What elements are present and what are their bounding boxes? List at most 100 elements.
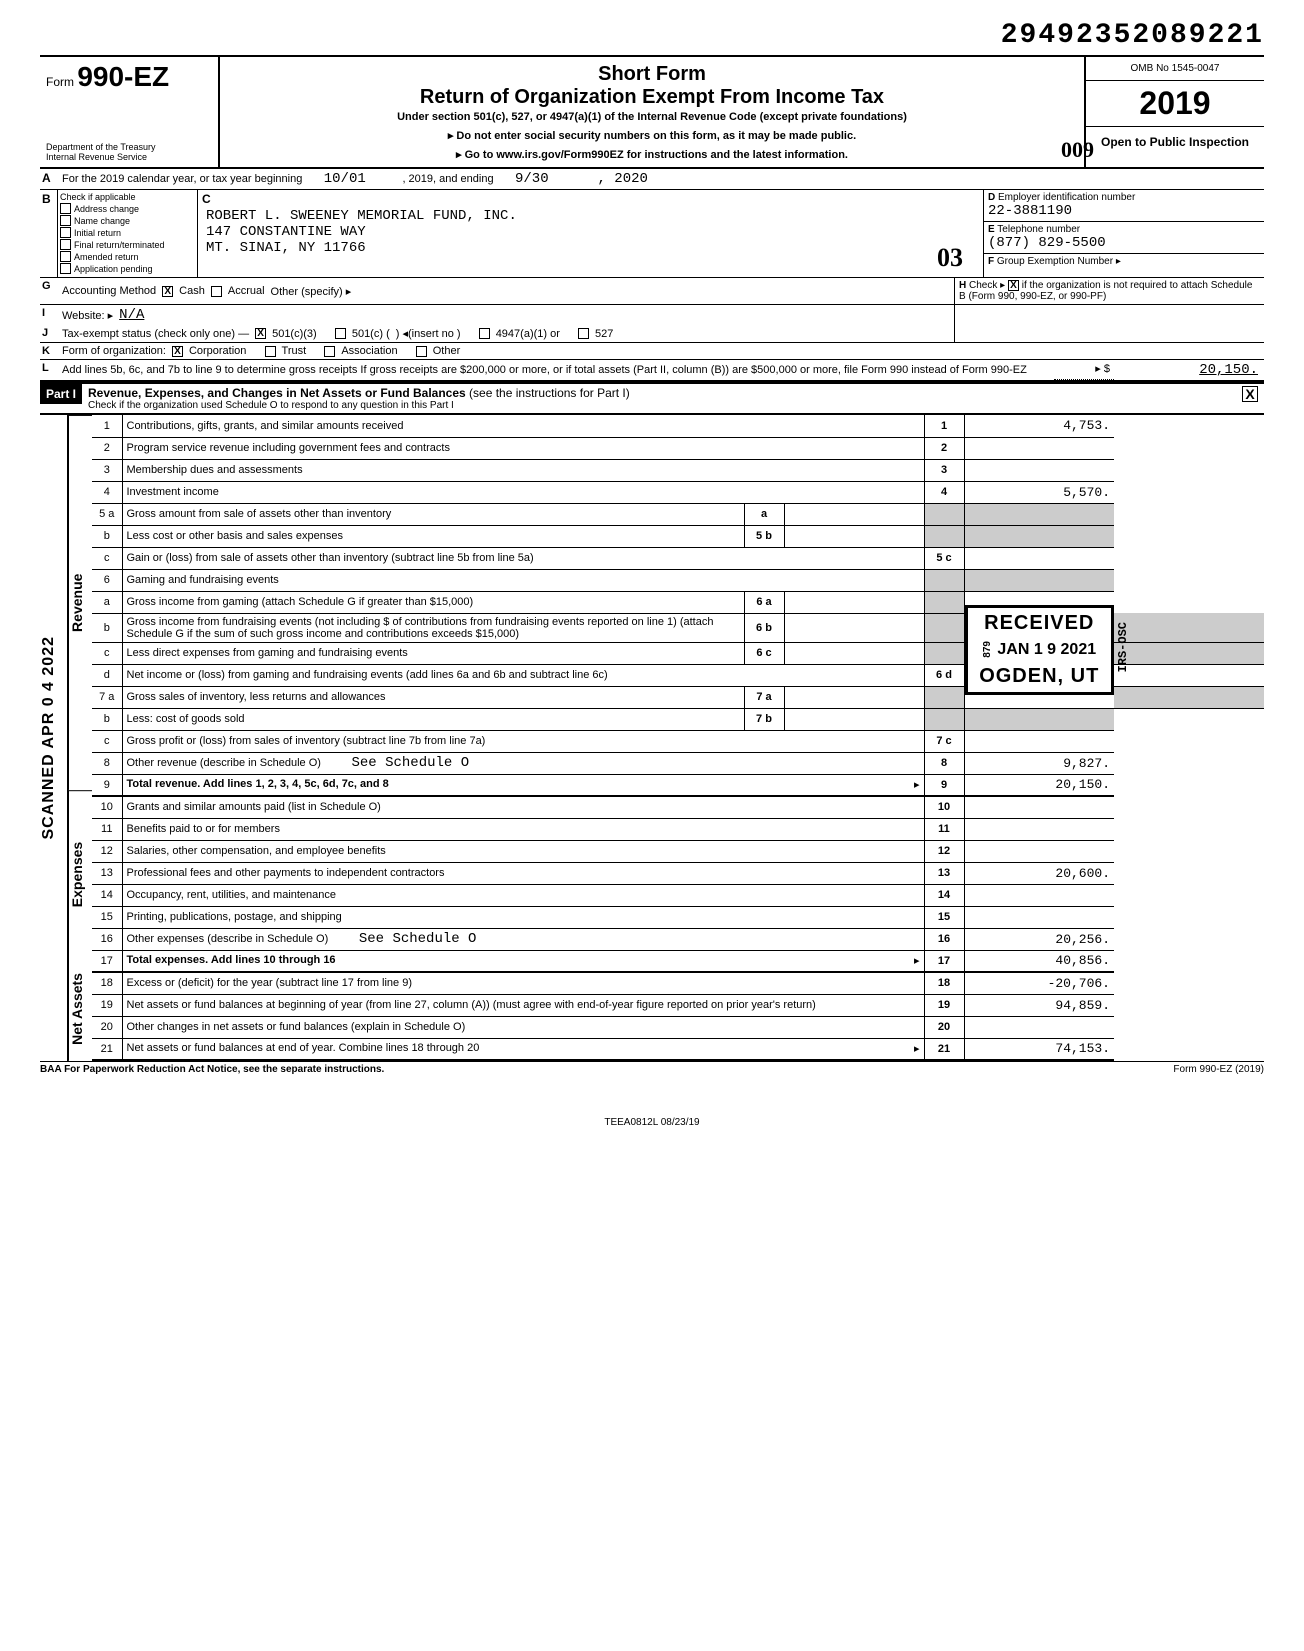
form-label: Form — [46, 75, 74, 89]
table-row: bLess cost or other basis and sales expe… — [92, 525, 1264, 547]
cb-corp[interactable]: X — [172, 346, 183, 357]
mid-line-number: a — [744, 503, 784, 525]
cell-e: E Telephone number (877) 829-5500 — [984, 222, 1264, 254]
end-line-number: 21 — [924, 1038, 964, 1060]
row-desc: Contributions, gifts, grants, and simila… — [122, 415, 924, 437]
cb-cash[interactable]: X — [162, 286, 173, 297]
org-addr2: MT. SINAI, NY 11766 — [206, 240, 975, 256]
stamp-received: RECEIVED — [970, 612, 1110, 635]
cb-address-change[interactable]: Address change — [60, 203, 195, 214]
end-line-number: 1 — [924, 415, 964, 437]
j-right — [954, 325, 1264, 342]
row-number: c — [92, 730, 122, 752]
cb-501c[interactable] — [335, 328, 346, 339]
cb-527[interactable] — [578, 328, 589, 339]
row-number: b — [92, 525, 122, 547]
cb-part-i-schedule-o[interactable]: X — [1242, 386, 1258, 402]
end-line-value — [964, 840, 1114, 862]
line-a: A For the 2019 calendar year, or tax yea… — [40, 169, 1264, 190]
end-line-value — [964, 906, 1114, 928]
part-i-label: Part I — [40, 384, 82, 404]
tax-year: 2019 — [1086, 81, 1264, 127]
e-text: Telephone number — [997, 224, 1080, 235]
footer-mid: TEEA0812L 08/23/19 — [40, 1117, 1264, 1128]
shaded-cell — [924, 591, 964, 613]
cb-4947[interactable] — [479, 328, 490, 339]
row-number: b — [92, 708, 122, 730]
cb-501c3[interactable]: X — [255, 328, 266, 339]
row-number: 16 — [92, 928, 122, 950]
table-row: 4Investment income45,570. — [92, 481, 1264, 503]
row-desc: Salaries, other compensation, and employ… — [122, 840, 924, 862]
row-desc: Grants and similar amounts paid (list in… — [122, 796, 924, 818]
row-number: 13 — [92, 862, 122, 884]
cb-name-change[interactable]: Name change — [60, 215, 195, 226]
stamp-date: JAN 1 9 2021 — [997, 641, 1096, 659]
i-content: Website: ▸ N/A — [58, 305, 954, 325]
row-desc: Gross amount from sale of assets other t… — [122, 503, 744, 525]
phone-value: (877) 829-5500 — [988, 235, 1106, 251]
table-row: 6Gaming and fundraising events — [92, 569, 1264, 591]
check-if-applicable: Check if applicable — [60, 192, 195, 202]
block-bcdef: B Check if applicable Address change Nam… — [40, 190, 1264, 278]
stamp-879: 879 — [982, 641, 993, 658]
table-row: 21Net assets or fund balances at end of … — [92, 1038, 1264, 1060]
cb-h[interactable]: X — [1008, 280, 1019, 291]
j-o3: 4947(a)(1) or — [496, 328, 560, 340]
main-grid: SCANNED APR 0 4 2022 Revenue Expenses Ne… — [40, 415, 1264, 1061]
cb-final-return[interactable]: Final return/terminated — [60, 239, 195, 250]
row-desc: Other expenses (describe in Schedule O) … — [122, 928, 924, 950]
handwritten-03: 03 — [937, 243, 963, 273]
table-row: 15Printing, publications, postage, and s… — [92, 906, 1264, 928]
row-desc: Less cost or other basis and sales expen… — [122, 525, 744, 547]
dept-treasury: Department of the Treasury Internal Reve… — [46, 143, 212, 163]
g-text: Accounting Method — [62, 285, 156, 297]
mid-line-value — [784, 642, 924, 664]
row-desc: Benefits paid to or for members — [122, 818, 924, 840]
shaded-cell — [924, 525, 964, 547]
row-number: 21 — [92, 1038, 122, 1060]
cb-assoc[interactable] — [324, 346, 335, 357]
line-item-table: 1Contributions, gifts, grants, and simil… — [92, 415, 1264, 1061]
line-i: I Website: ▸ N/A — [40, 305, 1264, 325]
end-line-value — [964, 884, 1114, 906]
row-desc: Investment income — [122, 481, 924, 503]
row-desc: Other revenue (describe in Schedule O) S… — [122, 752, 924, 774]
end-line-number: 18 — [924, 972, 964, 994]
shaded-cell — [924, 503, 964, 525]
end-line-number: 5 c — [924, 547, 964, 569]
cb-application-pending[interactable]: Application pending — [60, 263, 195, 274]
cell-f: F Group Exemption Number ▸ — [984, 254, 1264, 269]
l-arrow: ▸ $ — [1054, 360, 1114, 380]
end-line-value: 5,570. — [964, 481, 1114, 503]
end-line-value: 94,859. — [964, 994, 1114, 1016]
end-line-number: 9 — [924, 774, 964, 796]
cb-initial-return[interactable]: Initial return — [60, 227, 195, 238]
row-desc: Excess or (deficit) for the year (subtra… — [122, 972, 924, 994]
dept-line2: Internal Revenue Service — [46, 153, 212, 163]
shaded-cell — [924, 569, 964, 591]
table-row: cGross profit or (loss) from sales of in… — [92, 730, 1264, 752]
row-desc: Less direct expenses from gaming and fun… — [122, 642, 744, 664]
k-trust: Trust — [282, 345, 307, 357]
g-content: Accounting Method XCash Accrual Other (s… — [58, 278, 954, 304]
part-i-sub: Check if the organization used Schedule … — [88, 400, 1230, 411]
cb-amended-return[interactable]: Amended return — [60, 251, 195, 262]
cb-other-org[interactable] — [416, 346, 427, 357]
end-line-value: 40,856. — [964, 950, 1114, 972]
shaded-cell — [964, 708, 1114, 730]
table-row: 19Net assets or fund balances at beginni… — [92, 994, 1264, 1016]
d-text: Employer identification number — [998, 192, 1135, 203]
shaded-cell — [924, 613, 964, 642]
shaded-cell — [924, 708, 964, 730]
shaded-cell — [1114, 642, 1264, 664]
row-number: 9 — [92, 774, 122, 796]
cb-trust[interactable] — [265, 346, 276, 357]
d-label: D — [988, 192, 995, 203]
cb-accrual[interactable] — [211, 286, 222, 297]
row-number: a — [92, 591, 122, 613]
j-o2b: ) ◂(insert no ) — [396, 327, 461, 340]
end-line-number: 2 — [924, 437, 964, 459]
part-i-checkbox-wrap: X — [1236, 384, 1264, 404]
row-number: c — [92, 642, 122, 664]
